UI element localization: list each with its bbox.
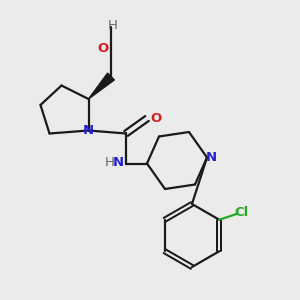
Polygon shape — [88, 73, 114, 99]
Text: H: H — [108, 19, 117, 32]
Text: N: N — [113, 155, 124, 169]
Text: N: N — [206, 151, 217, 164]
Text: O: O — [150, 112, 162, 125]
Text: O: O — [98, 41, 109, 55]
Text: H: H — [105, 155, 114, 169]
Text: Cl: Cl — [235, 206, 249, 219]
Text: N: N — [83, 124, 94, 137]
